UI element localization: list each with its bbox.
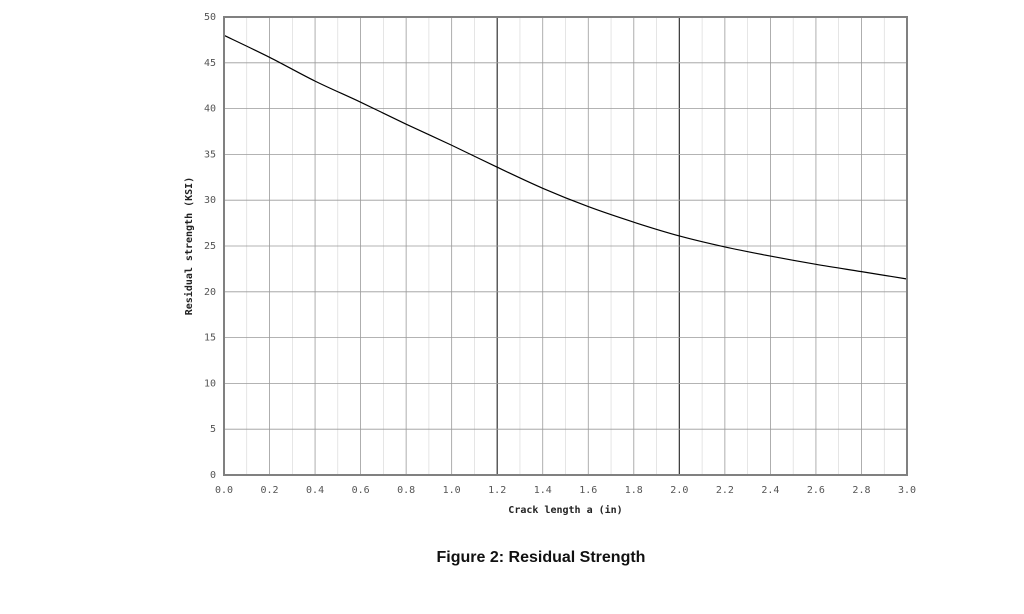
grid (223, 16, 908, 476)
x-tick-label: 0.4 (306, 485, 324, 496)
x-tick-label: 0.6 (352, 485, 370, 496)
x-axis-label: Crack length a (in) (508, 504, 622, 516)
y-tick-label: 45 (204, 58, 216, 69)
y-tick-label: 5 (210, 424, 216, 435)
y-tick-labels: 0 5 10 15 20 25 30 35 40 45 50 (204, 12, 216, 481)
x-tick-label: 1.8 (625, 485, 643, 496)
y-tick-label: 40 (204, 104, 216, 115)
y-tick-label: 30 (204, 195, 216, 206)
y-tick-label: 15 (204, 333, 216, 344)
x-tick-label: 2.6 (807, 485, 825, 496)
x-tick-label: 2.2 (716, 485, 734, 496)
y-tick-label: 20 (204, 287, 216, 298)
x-tick-labels: 0.0 0.2 0.4 0.6 0.8 1.0 1.2 1.4 1.6 1.8 2.0 2.2 2.4 2… (215, 485, 916, 496)
x-tick-label: 0.8 (397, 485, 415, 496)
residual-strength-line (223, 34, 908, 280)
x-tick-label: 3.0 (898, 485, 916, 496)
x-tick-label: 2.4 (761, 485, 779, 496)
y-tick-label: 0 (210, 470, 216, 481)
x-tick-label: 2.0 (670, 485, 688, 496)
y-tick-label: 35 (204, 149, 216, 160)
series-group (223, 34, 908, 280)
y-axis-label: Residual strength (KSI) (183, 177, 195, 315)
x-tick-label: 0.0 (215, 485, 233, 496)
x-tick-label: 1.0 (443, 485, 461, 496)
plot-frame (223, 16, 908, 476)
x-tick-label: 0.2 (261, 485, 279, 496)
x-tick-label: 1.4 (534, 485, 552, 496)
x-tick-label: 1.6 (579, 485, 597, 496)
x-tick-label: 1.2 (488, 485, 506, 496)
y-tick-label: 50 (204, 12, 216, 23)
y-tick-label: 25 (204, 241, 216, 252)
figure-caption: Figure 2: Residual Strength (436, 549, 646, 566)
x-tick-label: 2.8 (852, 485, 870, 496)
y-tick-label: 10 (204, 378, 216, 389)
